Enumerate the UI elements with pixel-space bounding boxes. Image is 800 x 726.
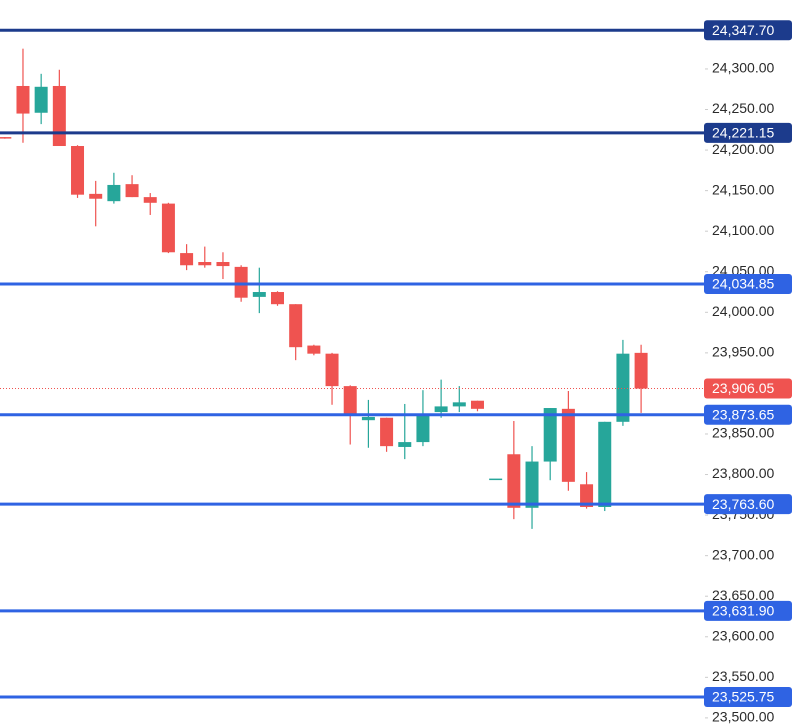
level-label: 23,525.75	[712, 689, 774, 705]
candle-body	[107, 184, 121, 202]
candle-body	[0, 137, 12, 139]
y-tick-label: 23,700.00	[712, 546, 774, 562]
candle-body	[634, 352, 648, 389]
y-tick-label: 24,300.00	[712, 60, 774, 76]
level-label: 24,221.15	[712, 125, 774, 141]
candle-body	[598, 421, 612, 507]
candle-body	[52, 85, 66, 147]
candle-body	[361, 416, 375, 421]
level-label: 23,631.90	[712, 603, 774, 619]
candle-body	[343, 386, 357, 414]
candle-body	[271, 292, 284, 305]
y-tick-label: 23,950.00	[712, 344, 774, 360]
level-box	[704, 122, 792, 143]
candle-body	[543, 408, 557, 462]
candle-body	[507, 454, 521, 508]
candle-body	[325, 353, 339, 387]
candle-body	[289, 304, 303, 348]
level-box	[704, 274, 792, 295]
candle-body	[234, 266, 248, 298]
candle-body	[161, 203, 175, 253]
y-tick-label: 23,600.00	[712, 627, 774, 643]
candle-body	[216, 262, 230, 267]
candle-body	[71, 146, 85, 195]
candle-body	[34, 86, 48, 113]
candle-body	[525, 461, 539, 508]
candle-body	[16, 85, 30, 114]
level-box	[704, 404, 792, 425]
level-box	[704, 494, 792, 515]
y-tick-label: 23,500.00	[712, 709, 774, 725]
candle-body	[561, 408, 575, 482]
candle-body	[580, 484, 594, 507]
y-tick-label: 23,850.00	[712, 425, 774, 441]
y-tick-label: 24,200.00	[712, 141, 774, 157]
candle-body	[143, 197, 157, 203]
y-tick-label: 23,650.00	[712, 587, 774, 603]
y-tick-label: 24,000.00	[712, 303, 774, 319]
candle-body	[489, 478, 503, 481]
candle-body	[416, 413, 430, 443]
candle-body	[89, 193, 103, 199]
y-tick-label: 23,800.00	[712, 465, 774, 481]
candle-body	[452, 402, 466, 407]
level-box	[704, 600, 792, 621]
level-label: 23,873.65	[712, 406, 774, 422]
candle-body	[125, 184, 139, 198]
level-box	[704, 687, 792, 708]
candle-body	[398, 442, 412, 447]
level-label: 23,763.60	[712, 496, 774, 512]
candle-body	[180, 253, 194, 266]
y-tick-label: 23,550.00	[712, 668, 774, 684]
y-tick-label: 24,100.00	[712, 222, 774, 238]
y-tick-label: 24,250.00	[712, 100, 774, 116]
candle-body	[616, 353, 630, 422]
candle-body	[434, 406, 448, 413]
candle-body	[470, 400, 484, 409]
last-price-label: 23,906.05	[712, 380, 774, 396]
candle-body	[252, 292, 266, 297]
y-tick-label: 24,150.00	[712, 181, 774, 197]
last-price-box	[704, 378, 792, 399]
candle-body	[198, 262, 212, 266]
candle-body	[307, 345, 321, 354]
level-box	[704, 20, 792, 41]
level-label: 24,034.85	[712, 276, 774, 292]
candle-body	[380, 417, 394, 447]
level-label: 24,347.70	[712, 22, 774, 38]
